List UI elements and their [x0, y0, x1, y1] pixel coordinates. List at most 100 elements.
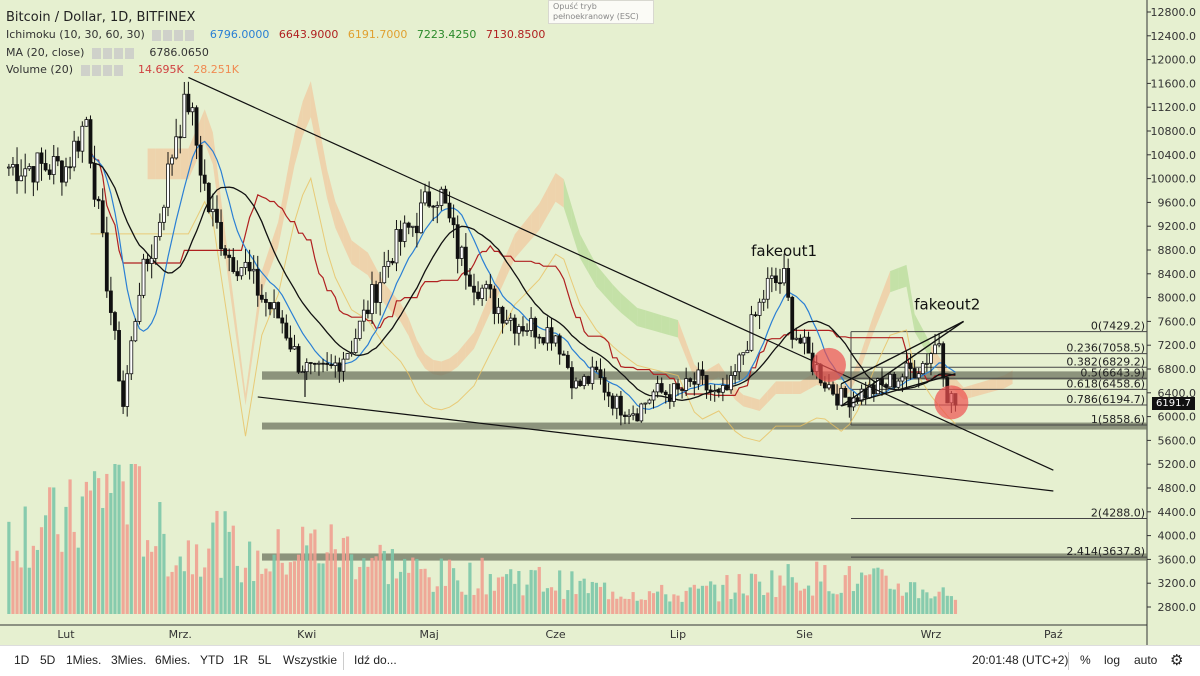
candle-body [378, 282, 383, 303]
price-tick-label: 11200.0 [1151, 101, 1197, 114]
toolbar-divider [343, 652, 344, 670]
volume-bar [211, 522, 215, 614]
volume-bar [44, 515, 48, 614]
candle-body [88, 119, 93, 164]
cloud-segment [302, 81, 311, 136]
volume-bar [908, 582, 913, 614]
cloud-segment [784, 381, 793, 394]
range-5y-button[interactable]: 5L [258, 653, 272, 667]
volume-bar [101, 507, 105, 614]
cloud-segment [743, 394, 752, 409]
volume-bar [929, 598, 933, 614]
indicator-controls-icon[interactable] [91, 47, 136, 59]
volume-bar [439, 558, 443, 614]
volume-bar [815, 561, 819, 614]
candle-body [794, 337, 799, 340]
bottom-toolbar: 1D 5D 1Mies. 3Mies. 6Mies. YTD 1R 5L Wsz… [0, 645, 1200, 676]
candle-body [672, 383, 676, 402]
candle-body [431, 205, 436, 208]
range-1d-button[interactable]: 1D [14, 653, 30, 667]
candle-body [904, 362, 909, 378]
volume-bar [321, 563, 325, 614]
candle-body [876, 378, 880, 395]
range-6m-button[interactable]: 6Mies. [155, 653, 191, 667]
percent-scale-toggle[interactable]: % [1080, 653, 1091, 667]
range-5d-button[interactable]: 5D [40, 653, 56, 667]
candle-body [190, 107, 195, 113]
candle-body [239, 267, 244, 277]
volume-bar [476, 588, 480, 614]
settings-gear-icon[interactable]: ⚙ [1170, 652, 1184, 669]
candle-body [210, 208, 215, 213]
candle-body [60, 160, 64, 183]
price-tick-label: 11600.0 [1151, 77, 1197, 90]
log-scale-toggle[interactable]: log [1104, 653, 1121, 667]
range-3m-button[interactable]: 3Mies. [111, 653, 147, 667]
range-ytd-button[interactable]: YTD [200, 653, 224, 667]
volume-bar [737, 574, 741, 614]
cloud-segment [221, 198, 230, 287]
volume-bar [268, 571, 272, 614]
volume-value: 28.251K [193, 63, 239, 76]
volume-bar [7, 521, 11, 614]
volume-bar [284, 574, 288, 614]
ichimoku-legend: Ichimoku (10, 30, 60, 30) 6796.0000 6643… [6, 28, 545, 41]
price-chart[interactable]: 0(7429.2) 0.236(7058.5)0.382(6829.2)0.5(6… [0, 0, 1200, 645]
indicator-controls-icon[interactable] [152, 29, 197, 41]
volume-bar [472, 594, 476, 614]
range-1m-button[interactable]: 1Mies. [66, 653, 102, 667]
volume-bar [382, 550, 386, 614]
candle-body [117, 330, 121, 382]
candle-body [108, 290, 113, 313]
cloud-segment [547, 173, 556, 216]
candle-body [264, 298, 268, 303]
candle-body [553, 335, 558, 344]
cloud-segment [882, 271, 891, 313]
candle-body [822, 382, 827, 389]
candle-body [463, 246, 468, 276]
volume-bar [945, 595, 949, 614]
volume-bar [549, 587, 554, 614]
volume-bar [602, 582, 607, 614]
candle-body [174, 136, 179, 159]
volume-bar [884, 575, 888, 614]
candle-body [643, 402, 648, 405]
price-tick-label: 12000.0 [1151, 54, 1197, 67]
candle-body [827, 384, 831, 389]
cloud-segment [988, 377, 997, 393]
cloud-segment [661, 315, 670, 336]
candle-body [729, 375, 733, 391]
goto-date-button[interactable]: Idź do... [354, 653, 397, 667]
candle-body [512, 317, 517, 334]
price-tick-label: 5200.0 [1158, 458, 1197, 471]
price-axis: 12800.0 12400.0 12000.0 11600.0 11200.0 10800… [1147, 6, 1196, 614]
range-all-button[interactable]: Wszystkie [283, 653, 337, 667]
price-tick-label: 10800.0 [1151, 125, 1197, 138]
clock[interactable]: 20:01:48 (UTC+2) [972, 653, 1069, 667]
support-zone [262, 422, 1147, 430]
auto-scale-toggle[interactable]: auto [1134, 653, 1158, 667]
volume-bar [651, 593, 656, 614]
volume-bar [496, 577, 501, 614]
volume-bar [260, 573, 264, 614]
candle-body [345, 353, 350, 360]
volume-bar [256, 550, 260, 614]
cloud-segment [588, 249, 597, 287]
indicator-controls-icon[interactable] [80, 64, 125, 76]
volume-bar [741, 593, 745, 614]
candle-body [329, 364, 334, 366]
volume-bar [745, 595, 749, 614]
range-1y-button[interactable]: 1R [233, 653, 249, 667]
candle-body [745, 349, 750, 354]
volume-bar [264, 568, 268, 614]
exit-fullscreen-tooltip[interactable]: Opuść tryb pełnoekranowy (ESC) [548, 0, 654, 24]
candle-body [296, 346, 301, 373]
time-tick-label: Lut [57, 628, 75, 641]
candle-body [843, 388, 848, 398]
volume-bar [582, 578, 586, 614]
volume-bar [154, 546, 158, 614]
volume-bar [11, 561, 15, 614]
candle-body [272, 302, 276, 310]
candle-body [68, 166, 72, 169]
ichimoku-value: 6191.7000 [347, 28, 408, 41]
